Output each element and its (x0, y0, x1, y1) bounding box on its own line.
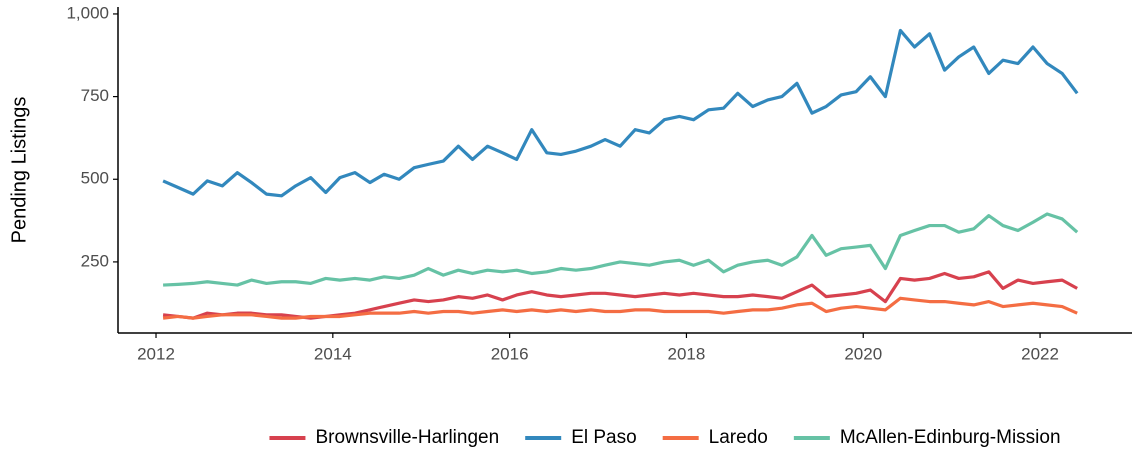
y-tick-label: 500 (81, 169, 109, 188)
legend-label: Brownsville-Harlingen (315, 427, 499, 448)
series-line (162, 296, 1078, 320)
series-line (162, 28, 1079, 198)
x-tick-label: 2018 (668, 344, 706, 363)
legend-label: McAllen-Edinburg-Mission (840, 427, 1061, 448)
y-tick-label: 1,000 (66, 3, 109, 22)
series-line (163, 212, 1079, 287)
legend-label: El Paso (571, 427, 636, 448)
y-axis-label: Pending Listings (8, 97, 30, 244)
x-tick-label: 2016 (491, 344, 529, 363)
x-tick-label: 2020 (844, 344, 882, 363)
y-tick-label: 250 (81, 251, 109, 270)
x-tick-label: 2022 (1021, 344, 1059, 363)
x-tick-label: 2012 (137, 344, 175, 363)
legend-label: Laredo (709, 427, 768, 448)
x-tick-label: 2014 (314, 344, 352, 363)
y-tick-label: 750 (81, 86, 109, 105)
